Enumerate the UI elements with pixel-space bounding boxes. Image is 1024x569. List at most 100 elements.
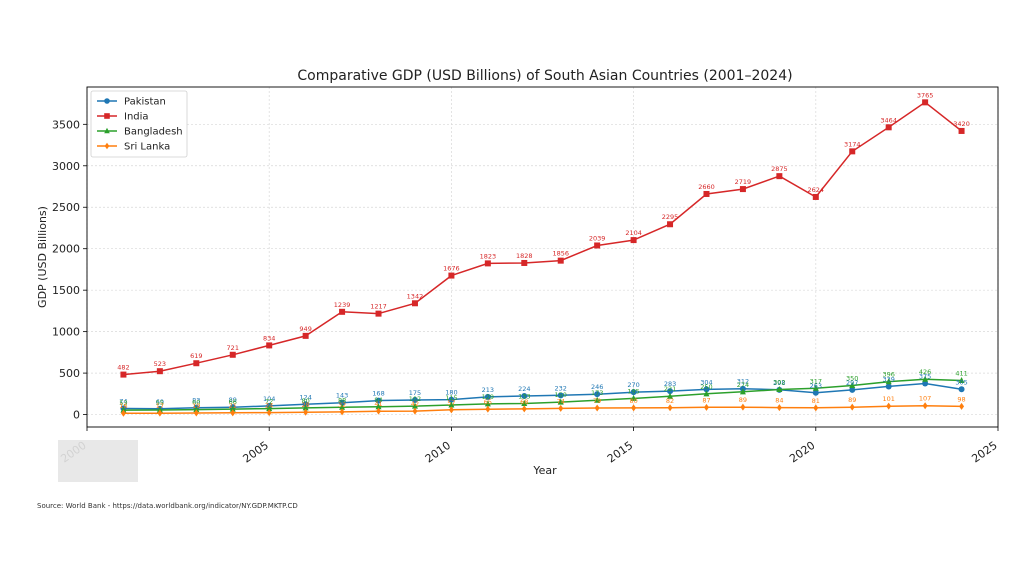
data-point-marker bbox=[484, 400, 491, 407]
data-label: 213 bbox=[482, 386, 494, 394]
data-point-marker bbox=[376, 407, 382, 415]
data-label: 297 bbox=[846, 379, 858, 387]
data-label: 60 bbox=[192, 399, 200, 407]
data-label: 88 bbox=[338, 396, 346, 404]
data-point-marker bbox=[739, 186, 746, 193]
data-point-marker bbox=[302, 332, 309, 339]
data-label: 79 bbox=[593, 397, 601, 405]
data-point-marker bbox=[922, 99, 929, 106]
watermark-logo bbox=[58, 440, 138, 482]
data-point-marker bbox=[703, 403, 709, 411]
data-point-marker bbox=[339, 408, 345, 416]
data-label: 274 bbox=[737, 381, 749, 389]
data-label: 68 bbox=[520, 398, 528, 406]
data-label: 224 bbox=[518, 385, 530, 393]
data-point-marker bbox=[630, 394, 637, 401]
data-label: 72 bbox=[265, 398, 273, 406]
data-point-marker bbox=[776, 173, 783, 180]
data-label: 74 bbox=[119, 397, 127, 405]
data-label: 3464 bbox=[880, 116, 897, 124]
data-point-marker bbox=[411, 300, 418, 307]
x-tick-label: 2020 bbox=[787, 439, 817, 466]
series-line bbox=[123, 404, 962, 414]
data-label: 2875 bbox=[771, 165, 788, 173]
data-point-marker bbox=[448, 396, 455, 403]
y-tick-label: 3500 bbox=[52, 118, 80, 131]
data-point-marker bbox=[922, 375, 929, 382]
data-label: 168 bbox=[372, 390, 384, 398]
x-tick-label: 2015 bbox=[605, 439, 635, 466]
data-point-marker bbox=[193, 360, 200, 367]
y-tick-label: 500 bbox=[59, 367, 80, 380]
data-point-marker bbox=[375, 403, 382, 410]
data-point-marker bbox=[302, 404, 309, 411]
data-label: 150 bbox=[555, 391, 567, 399]
legend-entry: Sri Lanka bbox=[124, 142, 170, 153]
data-point-marker bbox=[448, 401, 455, 408]
data-point-marker bbox=[703, 190, 710, 197]
data-point-marker bbox=[630, 237, 637, 244]
data-point-marker bbox=[594, 391, 601, 398]
data-label: 80 bbox=[629, 397, 637, 405]
data-point-marker bbox=[594, 396, 601, 403]
series-bangladesh bbox=[120, 375, 965, 413]
data-label: 1856 bbox=[552, 250, 569, 258]
data-point-marker bbox=[339, 308, 346, 315]
x-tick-label: 2025 bbox=[969, 439, 999, 466]
data-point-marker bbox=[557, 392, 564, 399]
data-label: 2104 bbox=[625, 229, 642, 237]
data-label: 133 bbox=[518, 393, 530, 401]
data-label: 55 bbox=[156, 399, 164, 407]
legend-entry: Pakistan bbox=[124, 97, 166, 108]
data-point-marker bbox=[448, 406, 454, 414]
series-line bbox=[123, 101, 963, 376]
data-label: 302 bbox=[773, 379, 785, 387]
legend-frame bbox=[90, 90, 188, 158]
x-axis-label: Year bbox=[532, 464, 557, 477]
data-point-marker bbox=[594, 404, 600, 412]
data-label: 41 bbox=[374, 400, 382, 408]
data-label: 32 bbox=[338, 401, 346, 409]
y-tick-label: 1500 bbox=[52, 284, 80, 297]
data-point-marker bbox=[557, 398, 564, 405]
data-point-marker bbox=[266, 342, 273, 349]
data-point-marker bbox=[484, 393, 491, 400]
data-point-marker bbox=[230, 409, 236, 417]
data-point-marker bbox=[667, 221, 674, 228]
chart-title: Comparative GDP (USD Billions) of South … bbox=[297, 68, 792, 84]
data-point-marker bbox=[521, 259, 528, 266]
data-label: 57 bbox=[447, 399, 455, 407]
data-label: 246 bbox=[591, 383, 603, 391]
data-label: 69 bbox=[156, 398, 164, 406]
data-point-marker bbox=[739, 388, 746, 395]
data-label: 3765 bbox=[917, 91, 934, 99]
data-point-marker bbox=[120, 371, 127, 378]
data-point-marker bbox=[558, 404, 564, 412]
data-point-marker bbox=[885, 124, 892, 131]
legend-entry: India bbox=[124, 112, 149, 123]
data-label: 305 bbox=[955, 378, 967, 386]
data-point-marker bbox=[667, 392, 674, 399]
data-label: 94 bbox=[374, 396, 382, 404]
series-line bbox=[123, 378, 962, 411]
data-point-marker bbox=[339, 403, 346, 410]
data-point-marker bbox=[922, 380, 929, 387]
data-point-marker bbox=[958, 127, 965, 134]
data-label: 104 bbox=[263, 395, 275, 403]
data-point-marker bbox=[156, 406, 163, 413]
data-point-marker bbox=[813, 404, 819, 412]
data-label: 1217 bbox=[370, 303, 387, 311]
data-point-marker bbox=[411, 402, 418, 409]
data-point-marker bbox=[339, 399, 346, 406]
data-point-marker bbox=[521, 405, 527, 413]
y-tick-label: 2000 bbox=[52, 243, 80, 256]
data-point-marker bbox=[776, 404, 782, 412]
data-point-marker bbox=[484, 260, 491, 267]
data-point-marker bbox=[521, 392, 528, 399]
data-point-marker bbox=[885, 378, 892, 385]
data-point-marker bbox=[703, 386, 710, 393]
data-point-marker bbox=[156, 368, 163, 375]
data-point-marker bbox=[959, 402, 965, 410]
data-point-marker bbox=[886, 402, 892, 410]
data-label: 16 bbox=[119, 402, 127, 410]
